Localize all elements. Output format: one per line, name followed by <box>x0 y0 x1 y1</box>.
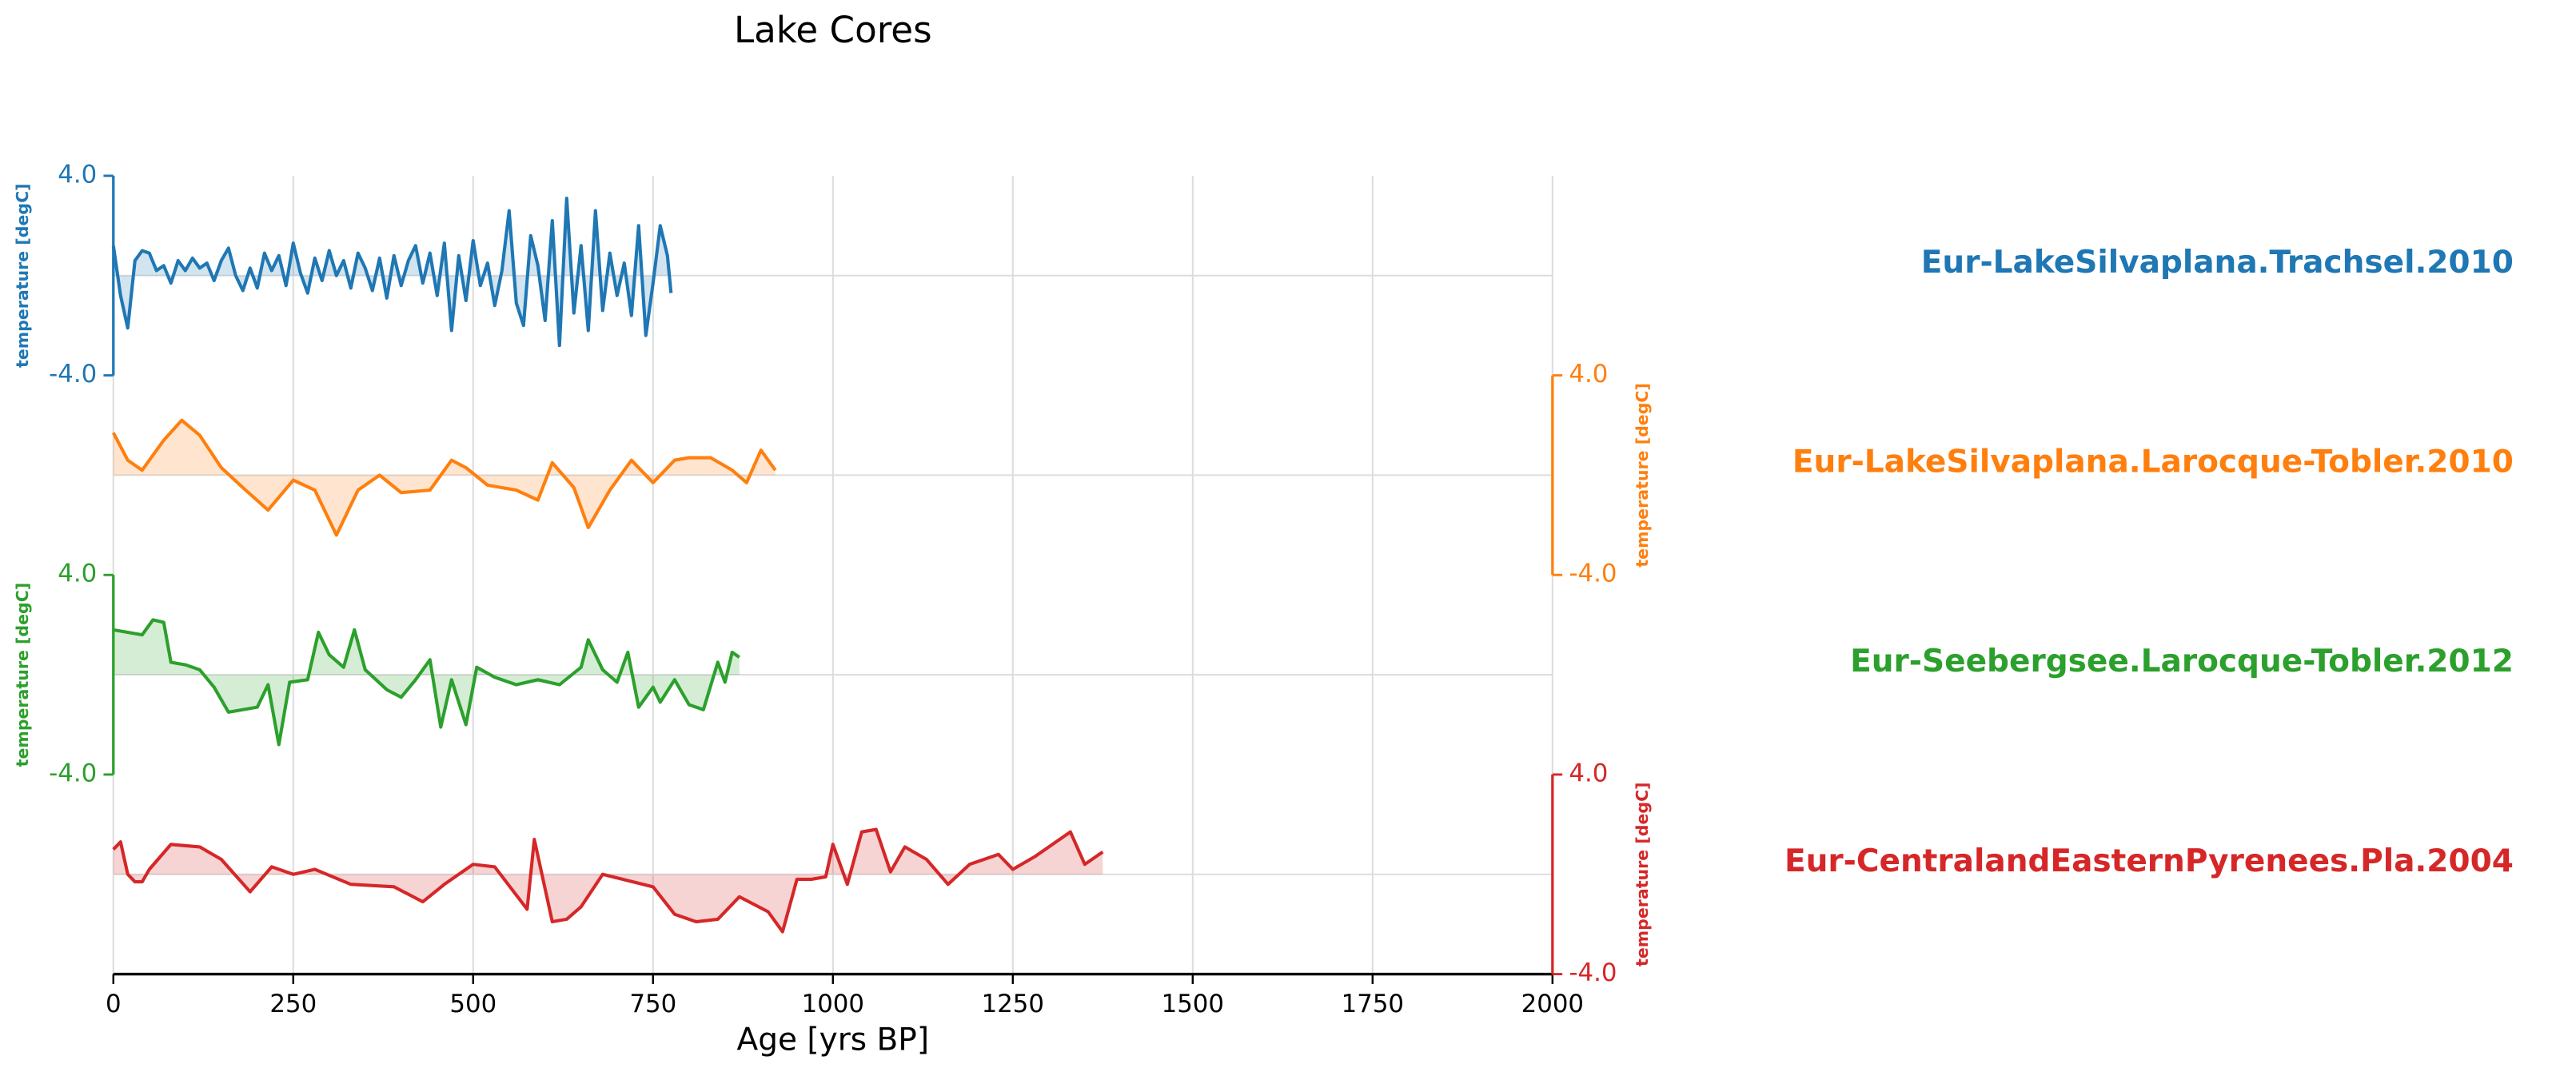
area <box>113 620 740 745</box>
series-label: Eur-LakeSilvaplana.Trachsel.2010 <box>1921 245 2514 281</box>
y-tick-label: -4.0 <box>1569 958 1617 987</box>
series-label: Eur-Seebergsee.Larocque-Tobler.2012 <box>1850 644 2514 679</box>
series-label: Eur-CentralandEasternPyrenees.Pla.2004 <box>1784 843 2514 879</box>
y-tick-label: 4.0 <box>58 560 97 588</box>
line <box>111 196 673 348</box>
y-axis-label: temperature [degC] <box>1633 383 1652 568</box>
line <box>113 618 740 747</box>
x-tick-label: 1750 <box>1342 990 1404 1018</box>
y-tick-label: -4.0 <box>49 360 97 389</box>
x-tick-label: 250 <box>269 990 317 1018</box>
x-axis-label: Age [yrs BP] <box>737 1022 930 1058</box>
y-tick-label: 4.0 <box>1569 759 1608 787</box>
x-tick-label: 1000 <box>802 990 864 1018</box>
y-tick-label: -4.0 <box>1569 560 1617 588</box>
series-label: Eur-LakeSilvaplana.Larocque-Tobler.2010 <box>1792 444 2514 480</box>
x-tick-label: 0 <box>106 990 122 1018</box>
y-axis-label: temperature [degC] <box>13 183 32 368</box>
area <box>113 420 776 536</box>
x-tick-label: 2000 <box>1521 990 1584 1018</box>
x-tick-label: 500 <box>449 990 496 1018</box>
x-tick-label: 750 <box>629 990 676 1018</box>
line <box>112 827 1104 934</box>
y-axis-label: temperature [degC] <box>13 583 32 767</box>
y-axis-label: temperature [degC] <box>1633 782 1652 966</box>
chart-title: Lake Cores <box>734 9 932 51</box>
line <box>111 418 777 537</box>
y-tick-label: 4.0 <box>1569 360 1608 389</box>
x-tick-label: 1500 <box>1162 990 1224 1018</box>
x-tick-label: 1250 <box>982 990 1044 1018</box>
y-tick-label: 4.0 <box>58 160 97 189</box>
y-tick-label: -4.0 <box>49 759 97 787</box>
